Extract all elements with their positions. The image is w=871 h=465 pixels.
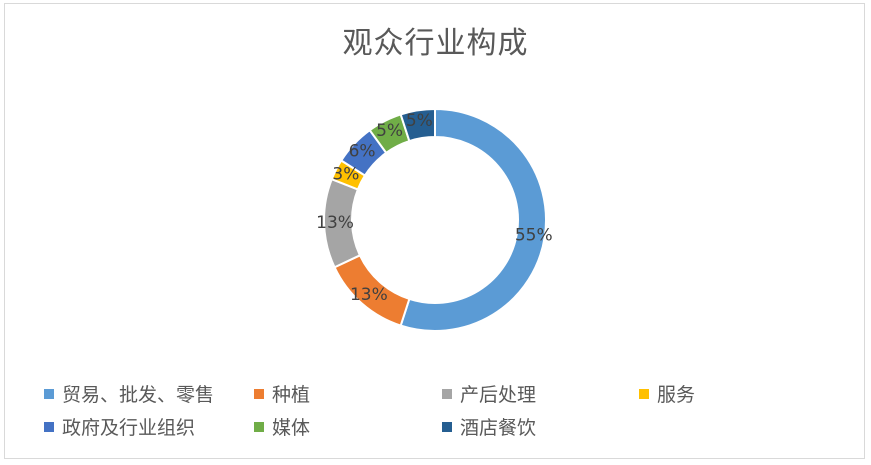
data-label-6: 5% bbox=[376, 121, 403, 141]
legend-label: 政府及行业组织 bbox=[62, 417, 196, 439]
data-labels: 55%13%13%3%6%5% 5% bbox=[316, 111, 553, 305]
legend-label: 产后处理 bbox=[460, 384, 537, 406]
slice-7 bbox=[399, 107, 436, 143]
legend-swatch bbox=[254, 421, 264, 432]
legend-label: 服务 bbox=[657, 384, 696, 406]
legend-swatch bbox=[639, 388, 649, 399]
legend-label: 贸易、批发、零售 bbox=[62, 384, 215, 406]
data-label-7: 5% bbox=[406, 111, 433, 131]
legend-swatch bbox=[442, 388, 452, 399]
legend-item-6: 媒体 bbox=[254, 413, 310, 440]
legend-item-3: 产后处理 bbox=[442, 380, 536, 407]
data-label-5: 6% bbox=[349, 142, 376, 162]
chart-title: 观众行业构成 bbox=[342, 26, 529, 61]
legend-item-5: 政府及行业组织 bbox=[44, 413, 195, 440]
legend-item-4: 服务 bbox=[639, 380, 695, 407]
legend-label: 酒店餐饮 bbox=[460, 417, 537, 439]
legend-swatch bbox=[44, 388, 54, 399]
doughnut-slices bbox=[323, 107, 547, 332]
legend-label: 媒体 bbox=[272, 417, 311, 439]
legend-label: 种植 bbox=[272, 384, 311, 406]
chart-area bbox=[4, 3, 865, 459]
legend-item-2: 种植 bbox=[254, 380, 310, 407]
legend-swatch bbox=[254, 388, 264, 399]
legend-swatch bbox=[442, 421, 452, 432]
slice-1 bbox=[399, 107, 547, 332]
data-label-1: 55% bbox=[515, 226, 553, 246]
legend-item-1: 贸易、批发、零售 bbox=[44, 380, 214, 407]
data-label-4: 3% bbox=[332, 165, 359, 185]
data-label-3: 13% bbox=[316, 213, 354, 233]
legend-item-7: 酒店餐饮 bbox=[442, 413, 536, 440]
legend-swatch bbox=[44, 421, 54, 432]
data-label-2: 13% bbox=[350, 285, 388, 305]
